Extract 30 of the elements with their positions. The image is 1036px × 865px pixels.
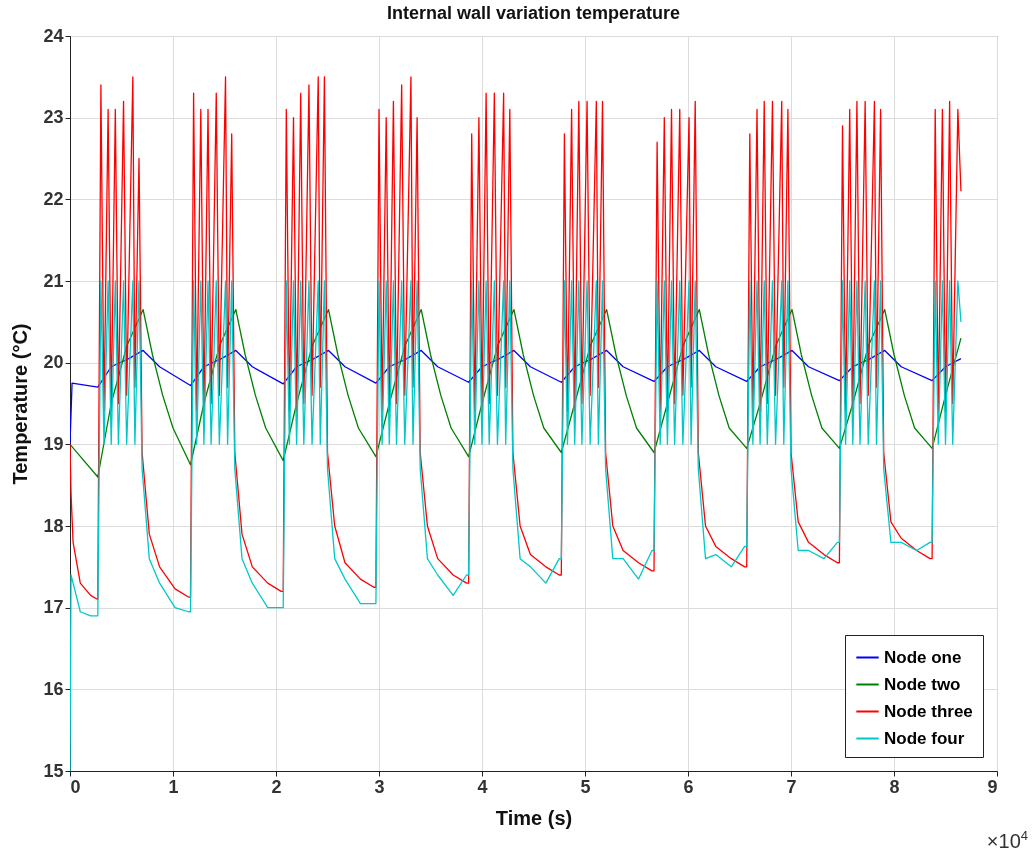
text: ×10$^{4}$ — [986, 828, 1028, 853]
x-tick-label: 9 — [987, 776, 998, 797]
y-tick-label: 24 — [43, 25, 64, 46]
y-tick-label: 23 — [43, 107, 64, 128]
legend-label: Node one — [884, 647, 962, 667]
x-tick-label: 2 — [271, 776, 282, 797]
y-tick-label: 19 — [43, 433, 64, 454]
legend-label: Node four — [884, 728, 965, 748]
x-axis-title: Time (s) — [495, 806, 573, 829]
x-tick-label: 3 — [374, 776, 385, 797]
chart-title: Internal wall variation temperature — [386, 3, 681, 23]
x-tick-label: 1 — [168, 776, 179, 797]
legend-label: Node two — [884, 674, 961, 694]
x-tick-label: 5 — [580, 776, 591, 797]
y-tick-label: 22 — [43, 188, 64, 209]
y-tick-label: 18 — [43, 515, 64, 536]
legend-label: Node three — [884, 701, 973, 721]
x-tick-label: 6 — [683, 776, 694, 797]
x-tick-label: 0 — [70, 776, 81, 797]
y-axis-title: Temperature (°C) — [9, 323, 32, 485]
y-tick-label: 16 — [43, 678, 64, 699]
y-tick-label: 21 — [43, 270, 64, 291]
y-tick-label: 17 — [43, 597, 64, 618]
line-series — [70, 349, 962, 445]
x-tick-label: 7 — [786, 776, 797, 797]
x-tick-label: 8 — [889, 776, 900, 797]
line-series — [70, 76, 962, 601]
y-tick-label: 20 — [43, 352, 64, 373]
y-tick-label: 15 — [43, 760, 64, 781]
x-tick-label: 4 — [477, 776, 488, 797]
